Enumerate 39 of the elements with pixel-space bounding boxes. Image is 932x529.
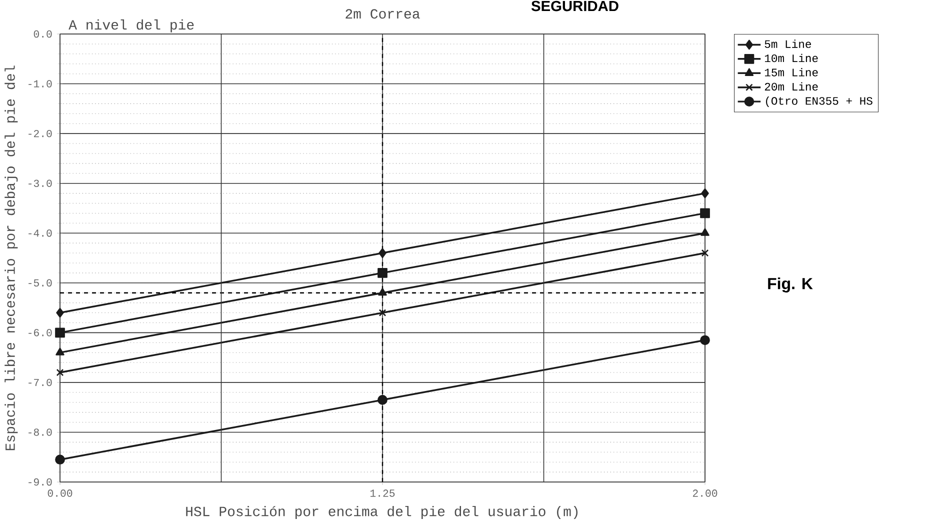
point <box>56 368 64 376</box>
text: Fig. K <box>768 278 813 292</box>
y-tick-label: -7.0 <box>28 378 52 386</box>
y-tick-label: -5.0 <box>28 279 52 287</box>
point <box>55 454 65 465</box>
text: A nivel del pie <box>68 19 194 32</box>
text: SEGURIDAD <box>531 0 618 12</box>
legend-label: 10m Line <box>764 54 818 62</box>
y-tick-label: -4.0 <box>28 230 52 237</box>
point <box>700 335 710 346</box>
y-tick-label: -2.0 <box>28 130 52 138</box>
point <box>701 188 709 198</box>
y-tick-label: 0.0 <box>34 30 52 38</box>
y-tick-label: -3.0 <box>28 180 52 187</box>
point <box>700 208 710 218</box>
point <box>701 249 709 257</box>
legend-label: 15m Line <box>764 68 818 76</box>
point <box>56 308 64 318</box>
y-tick-label: -8.0 <box>28 428 52 436</box>
x-tick-label: 0.00 <box>48 490 72 497</box>
point <box>378 248 386 258</box>
point <box>378 268 388 278</box>
y-tick-label: -6.0 <box>28 329 52 336</box>
legend-label: (Otro EN355 + HS <box>766 96 872 108</box>
y-axis-title: Espacio libre necesario por debajo del pie del <box>4 66 18 450</box>
point <box>378 309 386 316</box>
legend-label: 5m Line <box>764 40 811 48</box>
x-axis-title: HSL Posición por encima del pie del usuario (m) <box>186 506 578 520</box>
point <box>378 288 387 296</box>
point <box>700 228 710 236</box>
point <box>55 328 65 338</box>
point <box>378 394 388 405</box>
legend-label: 20m Line <box>764 82 818 91</box>
y-tick-label: -9.0 <box>28 478 52 486</box>
y-tick-label: -1.0 <box>28 80 52 88</box>
chart-title: 2m Correa <box>346 9 420 19</box>
x-tick-label: 2.00 <box>692 490 718 497</box>
point <box>56 348 64 356</box>
x-tick-label: 1.25 <box>370 490 395 497</box>
